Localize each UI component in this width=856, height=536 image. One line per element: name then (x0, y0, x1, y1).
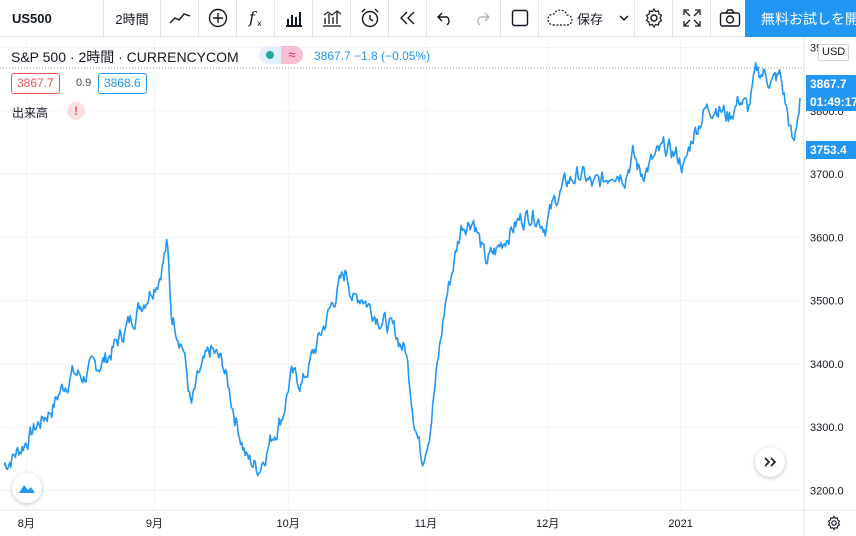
x-tick-label: 10月 (277, 518, 300, 530)
series-title[interactable]: S&P 500 · 2時間 · CURRENCYCOM (11, 49, 239, 65)
warning-icon[interactable]: ! (67, 102, 85, 120)
svg-text:f: f (248, 8, 258, 27)
price-series-line (3, 61, 801, 477)
x-tick-label: 2021 (668, 518, 692, 530)
close-price-tag: 3753.4 (806, 141, 856, 159)
free-trial-button[interactable]: 無料お試しを開 (745, 0, 856, 37)
compare-icon[interactable] (199, 0, 237, 37)
scroll-to-realtime-button[interactable] (755, 447, 785, 477)
templates-icon[interactable] (313, 0, 351, 37)
snapshot-icon[interactable] (711, 0, 749, 37)
spread-value: 0.9 (76, 77, 92, 89)
scale-settings-icon[interactable] (826, 515, 842, 536)
layout-icon[interactable] (501, 0, 539, 37)
interval-button[interactable]: 2時間 (104, 0, 161, 37)
x-tick-label: 8月 (18, 518, 35, 530)
series-values: 3867.7 −1.8 (−0.05%) (314, 49, 431, 63)
x-tick-label: 12月 (536, 518, 559, 530)
y-tick-label: 3500.0 (810, 296, 844, 308)
y-tick-label: 3700.0 (810, 169, 844, 181)
y-tick-label: 3300.0 (810, 422, 844, 434)
settings-icon[interactable] (635, 0, 673, 37)
chart-pane[interactable]: 3900.03800.03700.03600.03500.03400.03300… (0, 38, 856, 536)
buy-price-button[interactable]: 3868.6 (98, 73, 147, 94)
redo-icon[interactable] (463, 0, 501, 37)
chevron-down-icon[interactable] (617, 13, 631, 23)
y-tick-label: 3200.0 (810, 485, 844, 497)
save-label: 保存 (577, 11, 604, 27)
undo-icon[interactable] (427, 0, 463, 37)
sell-price-button[interactable]: 3867.7 (11, 73, 60, 94)
currency-button[interactable]: USD (818, 44, 850, 61)
x-tick-label: 9月 (146, 518, 163, 530)
chart-type-icon[interactable] (275, 0, 313, 37)
alert-icon[interactable] (351, 0, 389, 37)
tradingview-logo-icon[interactable] (12, 473, 42, 503)
fullscreen-icon[interactable] (673, 0, 711, 37)
y-tick-label: 3400.0 (810, 359, 844, 371)
market-open-dot (266, 51, 274, 59)
double-chevron-right-icon (764, 457, 777, 467)
line-style-icon[interactable] (161, 0, 199, 37)
volume-indicator-label[interactable]: 出来高 (12, 106, 49, 120)
countdown-tag: 01:49:17 (806, 93, 856, 111)
delayed-data-icon[interactable]: ≈ (281, 46, 303, 64)
cloud-save-icon (547, 9, 573, 26)
svg-text:x: x (257, 19, 262, 28)
save-button[interactable]: 保存 (539, 0, 635, 37)
replay-icon[interactable] (389, 0, 427, 37)
x-tick-label: 11月 (415, 518, 437, 530)
symbol-search-button[interactable]: US500 (0, 0, 104, 37)
last-price-tag: 3867.7 (806, 75, 856, 93)
y-tick-label: 3600.0 (810, 232, 844, 244)
market-status-badge[interactable]: ≈ (259, 46, 303, 64)
price-chart[interactable]: 3900.03800.03700.03600.03500.03400.03300… (0, 38, 856, 536)
